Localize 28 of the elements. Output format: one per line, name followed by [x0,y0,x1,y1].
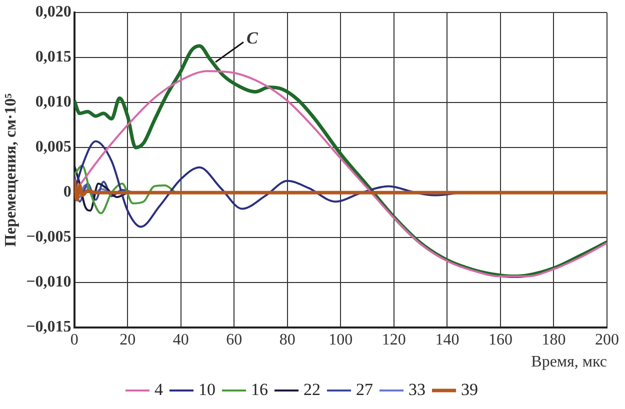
legend-label: 22 [304,380,320,399]
y-tick-label: −0,010 [26,274,72,291]
legend-label: 10 [198,380,216,399]
x-tick-label: 100 [328,331,353,348]
legend-label: 39 [461,380,478,399]
x-tick-label: 80 [279,331,296,348]
x-tick-label: 60 [226,331,242,348]
legend-label: 27 [356,380,374,399]
y-tick-label: 0,020 [35,4,72,21]
y-tick-label: 0,010 [35,94,72,111]
legend-label: 16 [251,380,268,399]
legend-label: 33 [408,380,426,399]
x-tick-label: 180 [542,331,566,348]
y-tick-label: 0,005 [35,138,72,156]
annotation: C [246,28,258,48]
legend-label: 4 [154,380,164,399]
y-tick-label: −0,005 [26,228,72,246]
y-tick-label: 0 [63,184,72,201]
x-tick-label: 120 [382,331,406,348]
x-tick-label: 20 [120,331,136,348]
x-tick-label: 40 [172,331,189,348]
x-tick-label: 200 [595,331,619,348]
x-tick-label: 140 [435,331,460,348]
x-tick-label: 160 [488,331,512,348]
y-tick-label: −0,015 [26,318,72,336]
x-axis-title: Время, мкс [531,354,607,371]
y-axis-title: Перемещения, см·10⁵ [2,93,20,247]
y-tick-label: 0,015 [35,48,72,66]
